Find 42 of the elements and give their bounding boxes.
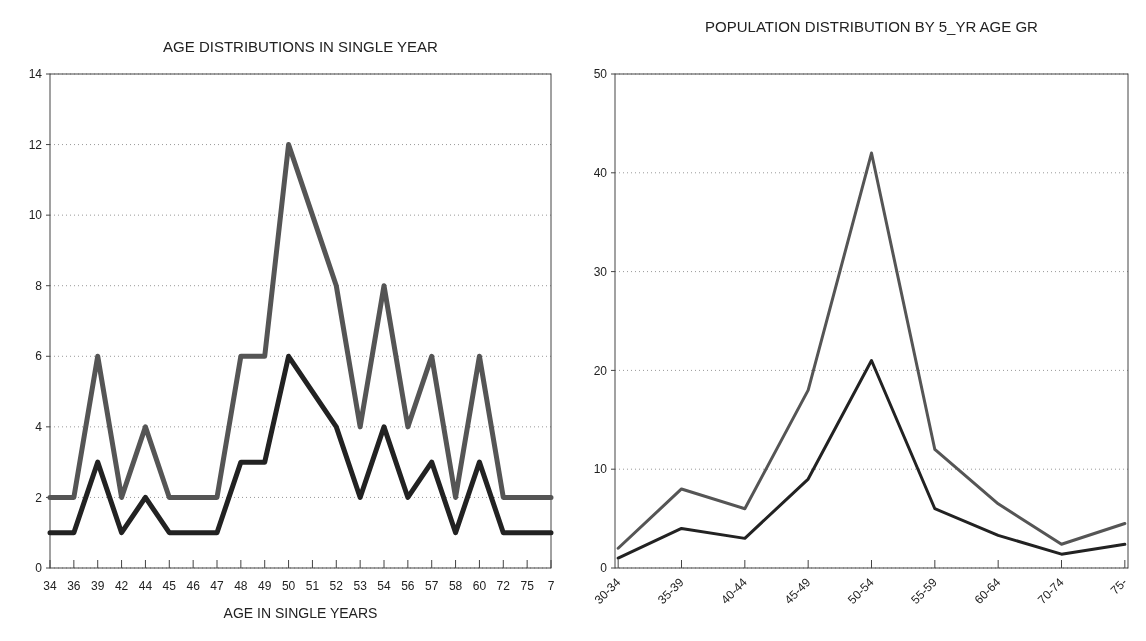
y-tick-label: 0 (35, 561, 43, 576)
y-tick-label: 10 (28, 208, 43, 223)
y-tick-label: 10 (593, 462, 608, 477)
y-tick-label: 4 (35, 420, 43, 435)
x-tick-label: 36 (67, 579, 81, 593)
x-tick-label: 50 (281, 579, 296, 593)
x-tick-label: 72 (496, 579, 511, 593)
y-tick-label: 0 (600, 561, 608, 576)
x-tick-label: 60 (472, 579, 487, 593)
x-tick-label: 45 (162, 579, 177, 593)
y-tick-label: 8 (35, 278, 43, 293)
y-tick-label: 6 (35, 349, 43, 364)
chart-title: POPULATION DISTRIBUTION BY 5_YR AGE GR (705, 18, 1039, 35)
chart-title: AGE DISTRIBUTIONS IN SINGLE YEAR (163, 38, 439, 55)
x-tick-label: 49 (258, 579, 272, 593)
y-tick-label: 50 (593, 67, 608, 82)
x-tick-label: 51 (305, 579, 320, 593)
x-tick-label: 47 (210, 579, 224, 593)
x-tick-label: 57 (425, 579, 439, 593)
y-tick-label: 14 (28, 67, 43, 82)
y-tick-label: 20 (593, 363, 608, 378)
x-tick-label: 75 (520, 579, 535, 593)
x-tick-label: 44 (138, 579, 153, 593)
x-tick-label: 53 (353, 579, 368, 593)
x-tick-label: 75- (1107, 575, 1130, 598)
x-tick-label: 52 (329, 579, 344, 593)
x-tick-label: 42 (114, 579, 129, 593)
x-tick-label: 46 (186, 579, 201, 593)
x-tick-label: 54 (377, 579, 391, 593)
line-series (616, 151, 1127, 550)
line-series (616, 359, 1127, 560)
x-axis-title: AGE IN SINGLE YEARS (223, 605, 378, 621)
y-tick-label: 2 (35, 490, 43, 505)
x-tick-label: 7 (547, 579, 555, 593)
x-tick-label: 58 (448, 579, 463, 593)
x-tick-label: 56 (401, 579, 415, 593)
y-tick-label: 12 (28, 137, 43, 152)
x-tick-label: 48 (234, 579, 248, 593)
x-tick-label: 39 (91, 579, 105, 593)
y-tick-label: 40 (593, 166, 608, 180)
y-tick-label: 30 (593, 264, 608, 279)
x-tick-label: 34 (43, 579, 57, 593)
